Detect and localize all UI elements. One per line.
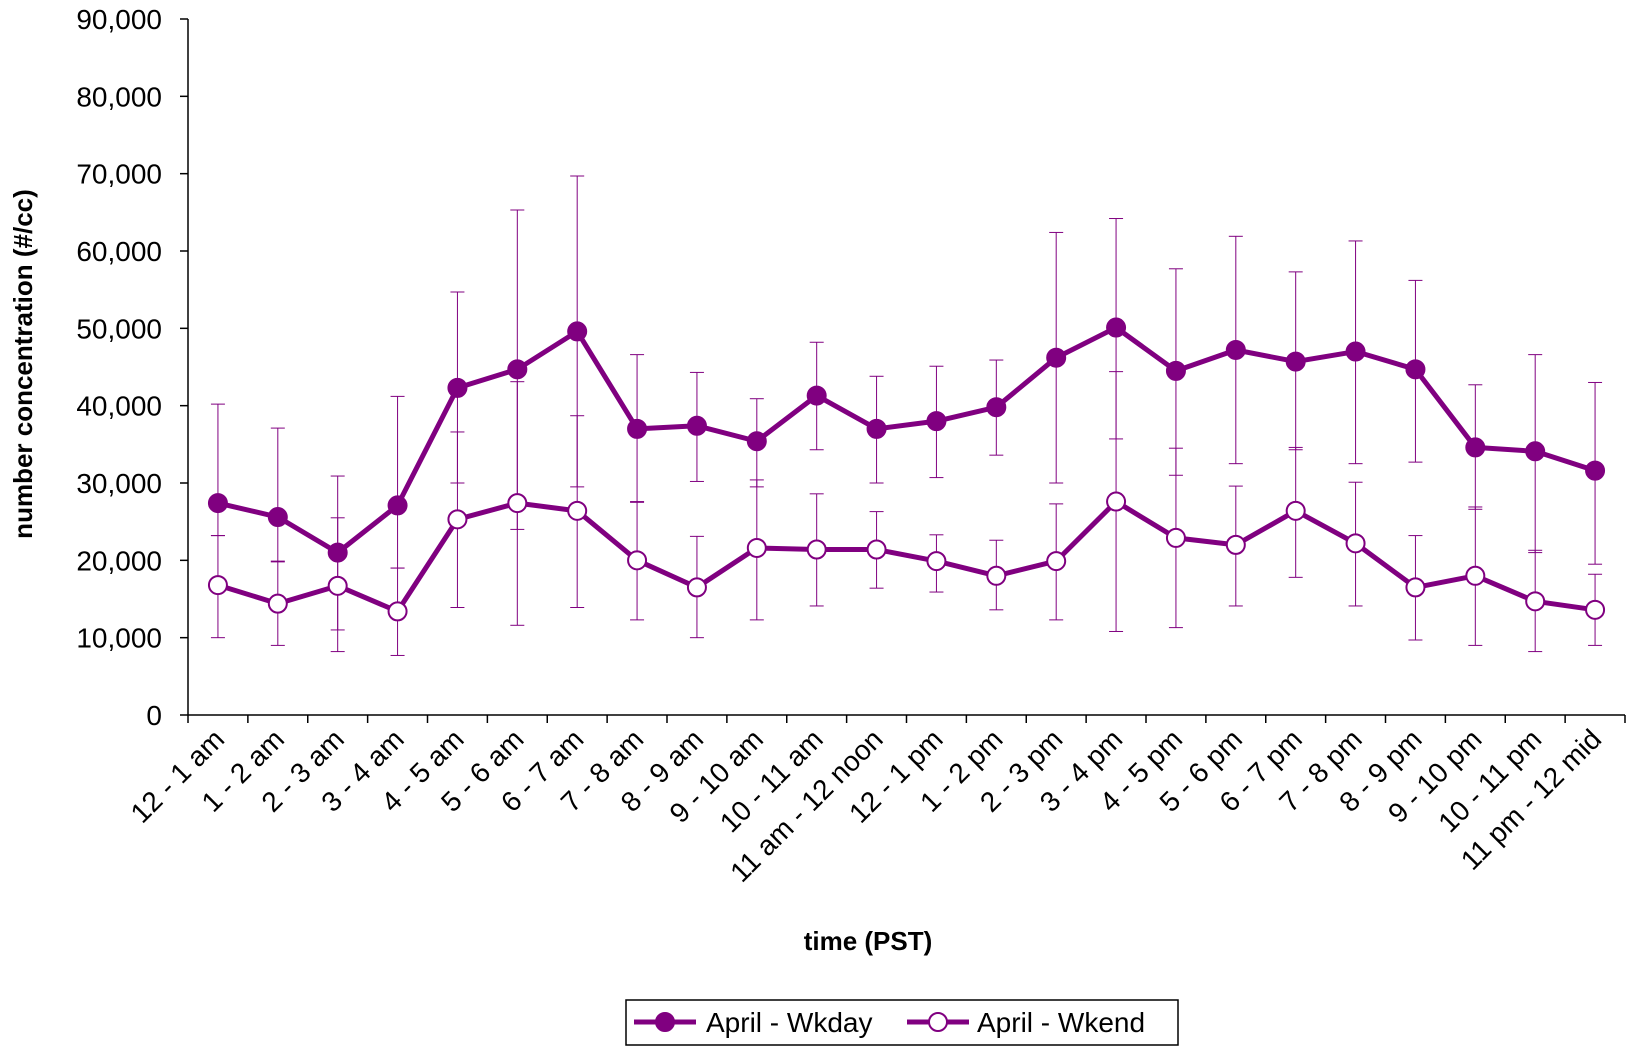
- data-point-wkend: [567, 500, 588, 521]
- data-point-wkend: [1525, 591, 1546, 612]
- series-line-wkday: [217, 325, 1596, 556]
- series-markers: [207, 317, 1606, 622]
- data-point-wkend: [387, 601, 408, 622]
- legend-label-wkend: April - Wkend: [977, 1007, 1145, 1038]
- data-point-wkday: [627, 418, 648, 439]
- data-point-wkday: [926, 411, 947, 432]
- data-point-wkday: [387, 495, 408, 516]
- legend-label-wkday: April - Wkday: [706, 1007, 872, 1038]
- series-line-wkend: [217, 499, 1596, 614]
- data-point-wkday: [1525, 441, 1546, 462]
- data-point-wkend: [746, 537, 767, 558]
- data-point-wkday: [986, 397, 1007, 418]
- data-point-wkday: [567, 321, 588, 342]
- data-point-wkday: [686, 415, 707, 436]
- data-point-wkend: [1225, 534, 1246, 555]
- y-tick-label: 60,000: [76, 236, 162, 267]
- data-point-wkday: [1225, 339, 1246, 360]
- data-point-wkend: [1345, 533, 1366, 554]
- data-point-wkday: [746, 431, 767, 452]
- data-point-wkend: [806, 539, 827, 560]
- data-point-wkday: [267, 507, 288, 528]
- y-tick-label: 80,000: [76, 81, 162, 112]
- y-tick-label: 20,000: [76, 545, 162, 576]
- data-point-wkend: [1046, 551, 1067, 572]
- legend: April - Wkday April - Wkend: [625, 999, 1179, 1046]
- data-point-wkend: [327, 575, 348, 596]
- data-point-wkend: [447, 509, 468, 530]
- data-point-wkday: [1106, 317, 1127, 338]
- data-point-wkday: [207, 493, 228, 514]
- data-point-wkend: [1465, 565, 1486, 586]
- data-point-wkend: [1165, 527, 1186, 548]
- data-point-wkday: [1465, 437, 1486, 458]
- data-point-wkend: [267, 593, 288, 614]
- data-point-wkend: [926, 551, 947, 572]
- data-point-wkday: [447, 377, 468, 398]
- y-tick-label: 70,000: [76, 159, 162, 190]
- data-point-wkday: [507, 359, 528, 380]
- series-lines: [217, 325, 1596, 614]
- data-point-wkend: [986, 565, 1007, 586]
- data-point-wkday: [1285, 351, 1306, 372]
- legend-marker-wkday: [655, 1012, 675, 1032]
- y-tick-label: 30,000: [76, 468, 162, 499]
- data-point-wkend: [1106, 491, 1127, 512]
- legend-marker-wkend: [928, 1012, 948, 1032]
- data-point-wkend: [507, 493, 528, 514]
- data-point-wkend: [207, 575, 228, 596]
- y-tick-label: 10,000: [76, 623, 162, 654]
- data-point-wkend: [866, 539, 887, 560]
- data-point-wkend: [686, 577, 707, 598]
- y-tick-label: 50,000: [76, 313, 162, 344]
- x-axis-title: time (PST): [804, 926, 933, 956]
- y-tick-label: 40,000: [76, 391, 162, 422]
- data-point-wkend: [627, 550, 648, 571]
- data-point-wkday: [866, 418, 887, 439]
- error-bars: [210, 175, 1603, 656]
- y-tick-label: 0: [146, 700, 162, 731]
- legend-box: [625, 999, 1179, 1046]
- y-axis: 0 10,000 20,000 30,000 40,000 50,000 60,000 70,…: [76, 4, 189, 731]
- data-point-wkend: [1585, 599, 1606, 620]
- data-point-wkend: [1405, 577, 1426, 598]
- data-point-wkday: [1345, 341, 1366, 362]
- x-axis: 12 - 1 am1 - 2 am2 - 3 am3 - 4 am4 - 5 a…: [125, 714, 1626, 888]
- data-point-wkend: [1285, 500, 1306, 521]
- data-point-wkday: [1405, 359, 1426, 380]
- data-point-wkday: [806, 385, 827, 406]
- data-point-wkday: [327, 542, 348, 563]
- y-tick-label: 90,000: [76, 4, 162, 35]
- y-axis-title: number concentration (#/cc): [8, 189, 38, 539]
- data-point-wkday: [1585, 460, 1606, 481]
- data-point-wkday: [1165, 360, 1186, 381]
- data-point-wkday: [1046, 347, 1067, 368]
